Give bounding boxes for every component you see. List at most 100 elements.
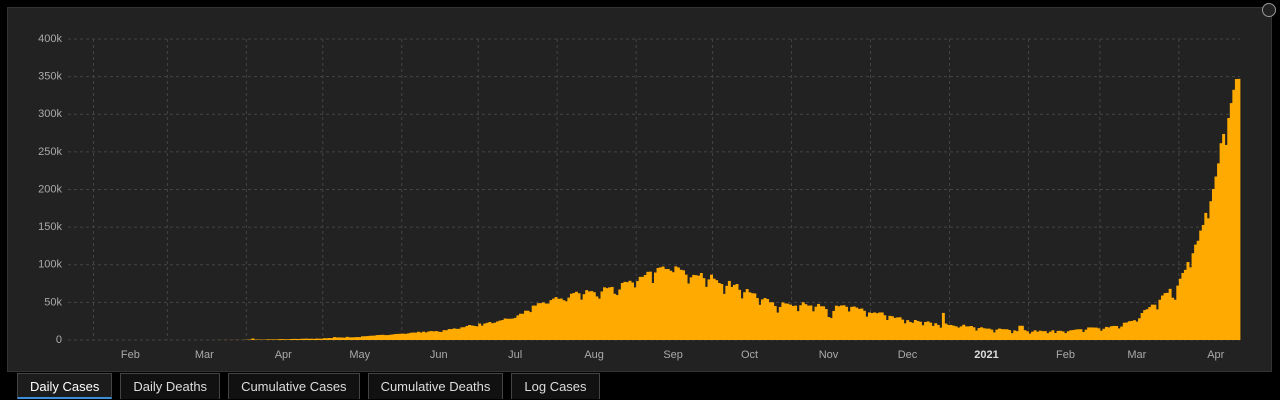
bar [501, 320, 505, 340]
bar [378, 334, 382, 340]
tab[interactable]: Cumulative Cases [228, 373, 360, 399]
bar [355, 337, 359, 340]
bar [368, 335, 372, 340]
bar [722, 293, 726, 340]
tab[interactable]: Daily Cases [17, 373, 113, 399]
bar [1102, 328, 1106, 340]
bar [1008, 330, 1012, 340]
bar [1018, 325, 1022, 340]
chart: 0 50k 100k 150k 200k 250k 300k 350k 400k Feb Mar Ap… [38, 33, 1241, 361]
bar [1173, 299, 1177, 340]
bar [952, 325, 956, 340]
bar [633, 287, 637, 340]
bar [475, 326, 479, 340]
bar [289, 339, 293, 340]
bar [885, 319, 889, 340]
bar [546, 303, 550, 340]
bar [908, 321, 912, 340]
bar [1094, 327, 1098, 340]
bar [460, 327, 464, 340]
bar [666, 268, 670, 340]
bar [518, 313, 522, 340]
bar [852, 306, 856, 340]
bar [1229, 103, 1233, 340]
bar [608, 287, 612, 340]
bar [684, 274, 688, 340]
bar [511, 318, 515, 340]
y-tick-label: 350k [38, 71, 62, 83]
bar [1209, 201, 1213, 340]
bar [748, 292, 752, 340]
bar [1196, 240, 1200, 340]
bar [422, 331, 426, 340]
bar [699, 273, 703, 340]
bar [1087, 327, 1091, 340]
fullscreen-icon[interactable] [1262, 3, 1276, 17]
bar [901, 319, 905, 340]
bar [470, 325, 474, 340]
y-tick-label: 400k [38, 33, 62, 45]
bar [1013, 330, 1017, 340]
bar [1054, 333, 1057, 340]
x-tick-label: Apr [1207, 349, 1224, 361]
bar [623, 281, 627, 340]
bar [327, 338, 331, 340]
bar [1036, 331, 1040, 340]
bar [427, 331, 431, 340]
bar [1148, 307, 1152, 340]
bar [865, 316, 869, 340]
bar [845, 306, 849, 340]
bar [1171, 297, 1175, 340]
bar [725, 285, 729, 340]
bar [1038, 330, 1042, 340]
bar [376, 335, 380, 340]
bar [1028, 333, 1032, 340]
bar [1211, 188, 1215, 340]
bar [442, 330, 446, 340]
bar [710, 274, 713, 340]
bar [1201, 224, 1205, 340]
bar [572, 292, 576, 340]
bar [929, 322, 933, 340]
bar [712, 278, 716, 340]
x-tick-label: May [349, 349, 370, 361]
bar [534, 305, 538, 340]
bar [473, 325, 477, 340]
bar [1048, 331, 1052, 340]
bar [898, 317, 902, 340]
bar [763, 298, 767, 340]
bar [903, 323, 907, 340]
bar [338, 337, 342, 340]
x-tick-label: Oct [741, 349, 758, 361]
bar [735, 284, 739, 340]
bar [1135, 321, 1139, 340]
bar [1115, 326, 1119, 340]
bar [557, 298, 561, 340]
tab[interactable]: Cumulative Deaths [367, 373, 504, 399]
bar [1227, 118, 1231, 340]
bar [488, 322, 492, 340]
bar [625, 282, 629, 340]
bar [715, 280, 719, 340]
tab[interactable]: Daily Deaths [120, 373, 221, 399]
bar [366, 336, 370, 340]
bar [641, 276, 645, 340]
tab[interactable]: Log Cases [511, 373, 600, 399]
bar [985, 328, 989, 340]
bar [1107, 327, 1111, 340]
bar [315, 338, 319, 340]
bar [592, 292, 596, 340]
bar [452, 328, 456, 340]
bar [1125, 322, 1129, 340]
bar [569, 293, 573, 340]
x-tick-label: Aug [584, 349, 604, 361]
bar [1168, 288, 1172, 340]
bar [730, 286, 734, 340]
bar [597, 298, 601, 340]
bar [1033, 330, 1037, 340]
bar [1092, 327, 1096, 340]
bar [373, 335, 377, 340]
bar [732, 284, 736, 340]
bar [720, 284, 724, 340]
bar [310, 338, 313, 340]
